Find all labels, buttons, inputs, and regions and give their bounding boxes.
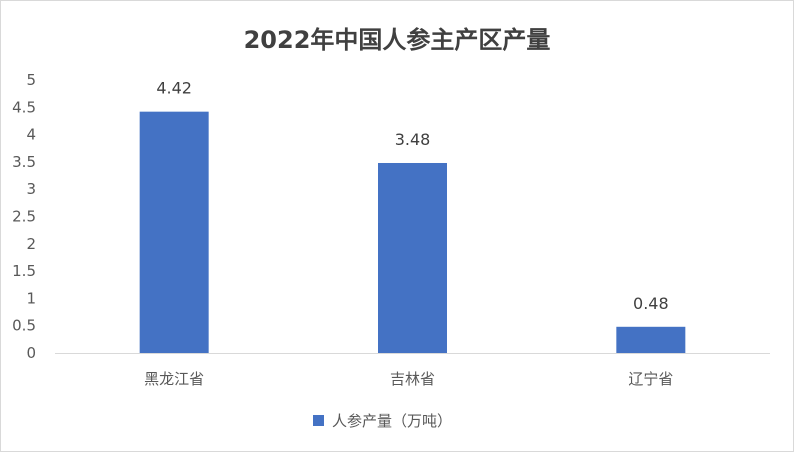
data-label: 3.48 <box>395 130 431 149</box>
legend-swatch <box>313 415 324 426</box>
legend-label: 人参产量（万吨） <box>332 412 453 430</box>
x-tick-label: 辽宁省 <box>628 370 673 388</box>
y-tick-label: 1.5 <box>12 262 36 280</box>
y-tick-label: 4.5 <box>12 98 36 116</box>
x-tick-label: 吉林省 <box>390 370 435 388</box>
y-tick-label: 4 <box>26 126 36 144</box>
y-tick-label: 3 <box>26 180 36 198</box>
data-label: 4.42 <box>156 79 192 98</box>
y-tick-label: 0.5 <box>12 317 36 335</box>
x-tick-label: 黑龙江省 <box>144 370 204 388</box>
data-label: 0.48 <box>633 294 669 313</box>
chart-title: 2022年中国人参主产区产量 <box>243 26 551 54</box>
bar <box>139 111 209 353</box>
y-tick-label: 2.5 <box>12 208 36 226</box>
y-tick-label: 0 <box>26 344 36 362</box>
bar <box>616 326 686 353</box>
legend: 人参产量（万吨） <box>313 410 452 431</box>
y-tick-label: 2 <box>26 235 36 253</box>
y-tick-label: 3.5 <box>12 153 36 171</box>
bar <box>378 162 447 353</box>
y-tick-label: 1 <box>26 289 36 307</box>
y-tick-label: 5 <box>26 71 36 89</box>
